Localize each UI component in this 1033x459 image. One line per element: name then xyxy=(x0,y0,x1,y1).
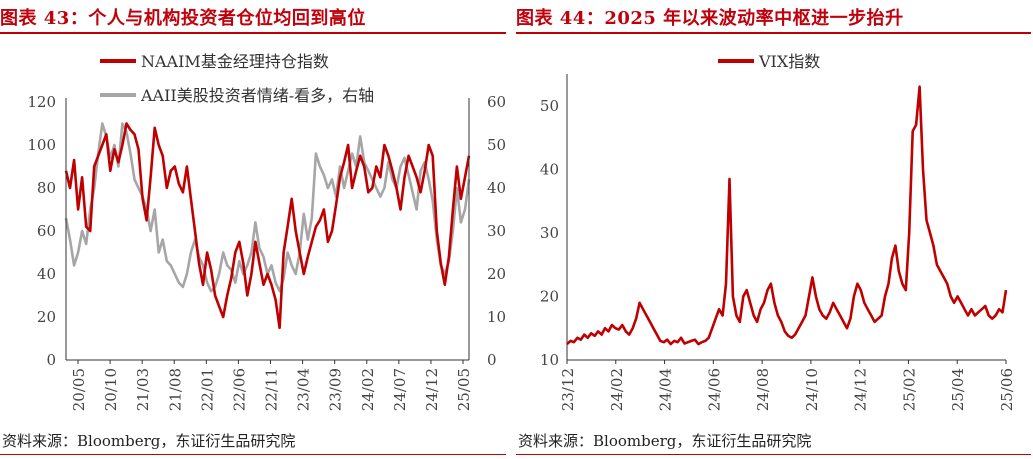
figure-44-panel: 图表 44：2025 年以来波动率中枢进一步抬升 10 20 30 40 50 23/12… xyxy=(516,0,1033,459)
bottom-divider xyxy=(516,454,1031,455)
x-tick-label: 25/05 xyxy=(455,368,473,411)
x-tick-label: 22/01 xyxy=(198,368,216,411)
x-tick-label: 20/05 xyxy=(70,368,88,411)
x-tick-label: 24/02 xyxy=(608,368,626,411)
x-tick-label: 23/04 xyxy=(295,368,313,411)
x-tick-label: 24/07 xyxy=(391,368,409,411)
figure-44-title: 图表 44：2025 年以来波动率中枢进一步抬升 xyxy=(516,8,904,29)
x-tick-label: 25/06 xyxy=(998,368,1016,411)
y-tick-label: 30 xyxy=(540,224,559,242)
title-divider xyxy=(516,32,1031,34)
y-left-tick-label: 20 xyxy=(37,308,56,326)
x-tick-label: 23/12 xyxy=(559,368,577,411)
y-right-tick-label: 30 xyxy=(487,222,506,240)
x-tick-label: 24/08 xyxy=(754,368,772,411)
aaii-series-line xyxy=(64,122,471,293)
y-left-tick-label: 0 xyxy=(46,351,56,369)
vix-line-chart: 10 20 30 40 50 23/12 24/02 24/04 24/06 24/08 24/10… xyxy=(540,52,1016,411)
figure-43-source: 资料来源：Bloomberg，东证衍生品研究院 xyxy=(2,432,296,450)
y-right-tick-label: 20 xyxy=(487,265,506,283)
x-tick-label: 22/06 xyxy=(230,368,248,411)
vix-legend-label: VIX指数 xyxy=(758,52,820,71)
x-tick-label: 21/03 xyxy=(134,368,152,411)
y-left-tick-label: 100 xyxy=(27,136,56,154)
y-tick-label: 20 xyxy=(540,287,559,305)
title-divider xyxy=(0,32,506,34)
x-tick-label: 24/12 xyxy=(423,368,441,411)
x-tick-label: 20/10 xyxy=(102,368,120,411)
vix-series-line xyxy=(566,85,1008,346)
figure-44-source: 资料来源：Bloomberg，东证衍生品研究院 xyxy=(518,432,812,450)
x-tick-label: 25/02 xyxy=(900,368,918,411)
x-tick-label: 24/10 xyxy=(803,368,821,411)
y-right-tick-label: 10 xyxy=(487,308,506,326)
naaim-aaii-line-chart: 0 20 40 60 80 100 120 0 10 20 30 40 50 60 20/05 20/10 21… xyxy=(27,52,506,411)
y-right-tick-label: 0 xyxy=(487,351,497,369)
figure-43-panel: 图表 43：个人与机构投资者仓位均回到高位 0 20 40 60 80 100 120 0 10… xyxy=(0,0,510,459)
x-tick-label: 23/09 xyxy=(327,368,345,411)
x-tick-label: 21/08 xyxy=(166,368,184,411)
y-tick-label: 10 xyxy=(540,351,559,369)
y-tick-label: 50 xyxy=(540,97,559,115)
y-right-tick-label: 50 xyxy=(487,136,506,154)
y-right-tick-label: 40 xyxy=(487,179,506,197)
x-tick-label: 22/11 xyxy=(263,368,281,411)
y-tick-label: 40 xyxy=(540,160,559,178)
x-tick-label: 24/04 xyxy=(657,368,675,411)
aaii-legend-label: AAII美股投资者情绪-看多，右轴 xyxy=(140,86,374,105)
naaim-legend-label: NAAIM基金经理持仓指数 xyxy=(141,52,329,71)
y-left-tick-label: 60 xyxy=(37,222,56,240)
bottom-divider xyxy=(0,454,506,455)
y-right-tick-label: 60 xyxy=(487,93,506,111)
x-tick-label: 24/02 xyxy=(359,368,377,411)
x-tick-label: 24/12 xyxy=(852,368,870,411)
y-left-tick-label: 80 xyxy=(37,179,56,197)
naaim-series-line xyxy=(64,122,471,330)
y-left-tick-label: 120 xyxy=(27,93,56,111)
y-left-tick-label: 40 xyxy=(37,265,56,283)
figure-43-title: 图表 43：个人与机构投资者仓位均回到高位 xyxy=(0,8,366,29)
x-tick-label: 25/04 xyxy=(949,368,967,411)
x-tick-label: 24/06 xyxy=(705,368,723,411)
